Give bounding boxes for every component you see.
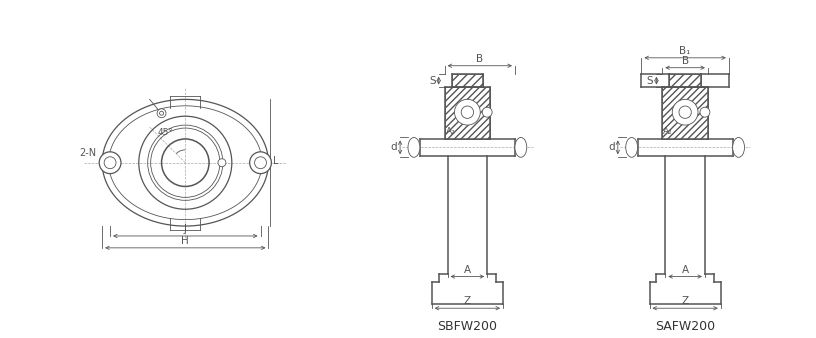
Text: A₂: A₂ xyxy=(663,127,673,136)
Text: Z: Z xyxy=(681,296,689,306)
Ellipse shape xyxy=(626,138,637,157)
Text: B: B xyxy=(681,56,689,66)
Text: A₂: A₂ xyxy=(446,127,455,136)
Text: H: H xyxy=(181,236,189,246)
Text: 2-N: 2-N xyxy=(79,148,96,158)
Bar xyxy=(445,88,490,139)
Text: B: B xyxy=(477,54,483,64)
Circle shape xyxy=(250,152,272,174)
Circle shape xyxy=(218,159,226,167)
Text: SAFW200: SAFW200 xyxy=(655,320,715,333)
Text: d: d xyxy=(608,142,615,152)
Text: L: L xyxy=(273,156,279,166)
Bar xyxy=(451,74,483,88)
Text: SBFW200: SBFW200 xyxy=(437,320,498,333)
Circle shape xyxy=(157,109,166,118)
Circle shape xyxy=(700,107,710,117)
Circle shape xyxy=(482,107,492,117)
Bar xyxy=(663,88,708,139)
Ellipse shape xyxy=(515,138,527,157)
Text: Z: Z xyxy=(463,296,471,306)
Text: d: d xyxy=(391,142,397,152)
Circle shape xyxy=(100,152,121,174)
Ellipse shape xyxy=(408,138,420,157)
Text: A: A xyxy=(681,265,689,274)
Ellipse shape xyxy=(733,138,744,157)
Text: S: S xyxy=(429,76,436,86)
Text: B₁: B₁ xyxy=(680,46,691,56)
Bar xyxy=(669,74,701,88)
Text: A: A xyxy=(463,265,471,274)
Text: S: S xyxy=(647,76,654,86)
Text: 45°: 45° xyxy=(157,128,174,137)
Text: J: J xyxy=(184,224,187,234)
Circle shape xyxy=(455,99,481,125)
Circle shape xyxy=(672,99,698,125)
